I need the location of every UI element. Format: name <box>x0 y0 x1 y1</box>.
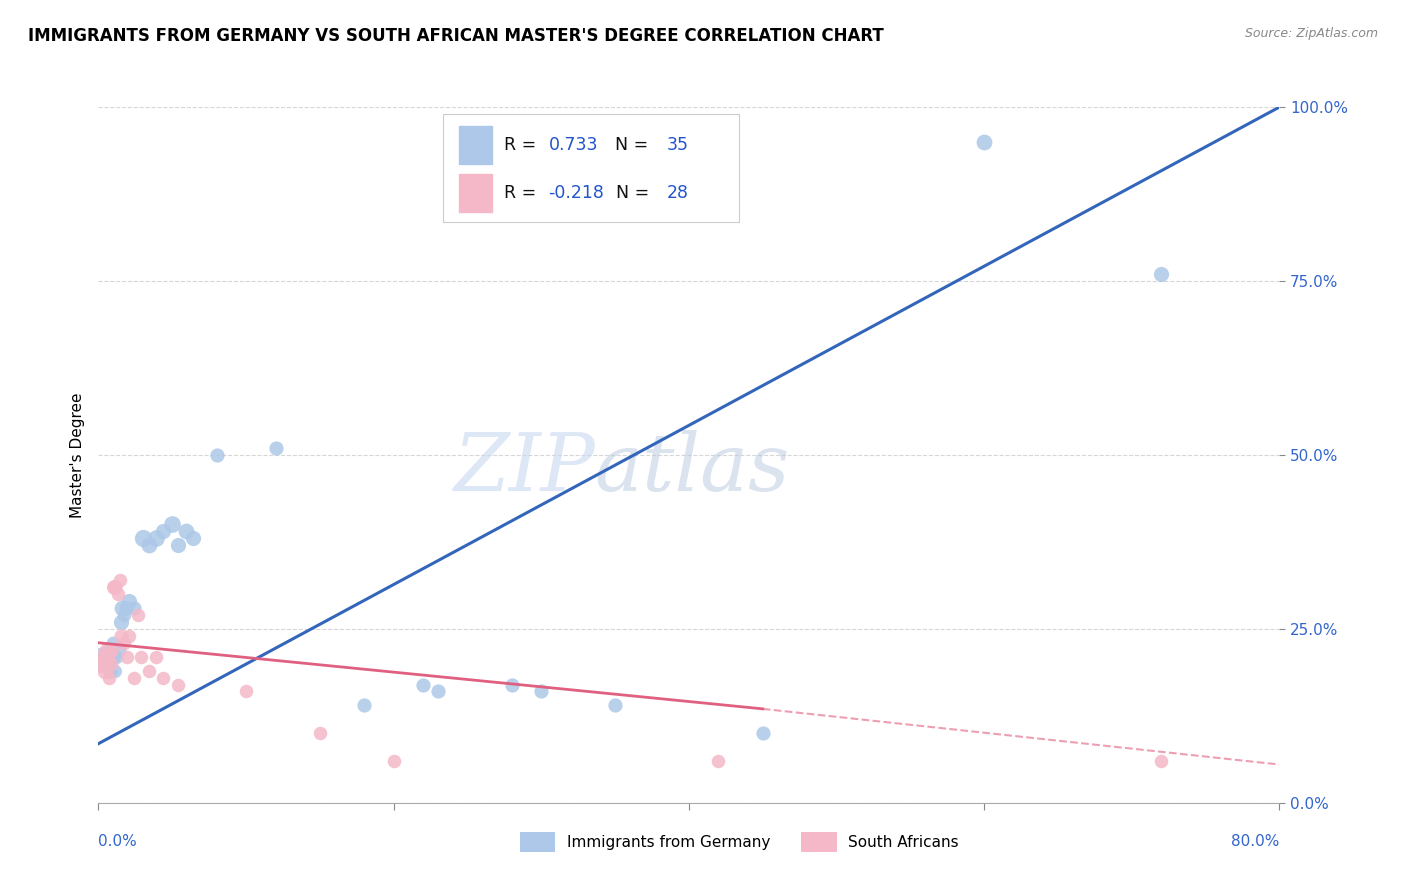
Point <box>427 684 450 698</box>
Point <box>94 657 117 671</box>
Point <box>97 642 120 657</box>
Point <box>98 671 121 685</box>
Text: ZIP: ZIP <box>453 430 595 508</box>
Text: atlas: atlas <box>595 430 790 508</box>
Point <box>707 754 730 768</box>
Point <box>127 607 149 622</box>
Text: Immigrants from Germany: Immigrants from Germany <box>567 835 770 849</box>
Text: N =: N = <box>605 136 654 154</box>
Point <box>112 636 135 650</box>
Text: R =: R = <box>503 136 541 154</box>
Point <box>122 671 145 685</box>
Point <box>93 649 115 664</box>
Point <box>412 677 434 691</box>
Point <box>115 601 138 615</box>
Point <box>152 524 174 539</box>
Point <box>145 649 167 664</box>
Point <box>751 726 773 740</box>
Point <box>122 601 145 615</box>
Text: Source: ZipAtlas.com: Source: ZipAtlas.com <box>1244 27 1378 40</box>
Point <box>107 587 129 601</box>
Point <box>98 664 121 678</box>
FancyBboxPatch shape <box>443 114 738 222</box>
Point <box>96 649 118 664</box>
Point <box>152 671 174 685</box>
Point <box>382 754 405 768</box>
Point <box>1150 754 1173 768</box>
Point <box>138 538 160 552</box>
Point <box>105 649 128 664</box>
Point <box>353 698 375 713</box>
Text: IMMIGRANTS FROM GERMANY VS SOUTH AFRICAN MASTER'S DEGREE CORRELATION CHART: IMMIGRANTS FROM GERMANY VS SOUTH AFRICAN… <box>28 27 884 45</box>
Point <box>205 448 228 462</box>
Point <box>162 517 183 532</box>
Point <box>108 642 131 657</box>
Point <box>235 684 257 698</box>
Point <box>115 649 138 664</box>
Point <box>132 532 155 546</box>
Point <box>181 532 204 546</box>
Point <box>174 524 197 539</box>
Text: -0.218: -0.218 <box>548 184 605 202</box>
Point <box>129 649 152 664</box>
Point <box>138 664 160 678</box>
Point <box>167 538 190 552</box>
Bar <box>458 126 492 164</box>
Point <box>145 532 167 546</box>
Text: R =: R = <box>503 184 541 202</box>
Point <box>118 594 141 608</box>
Point <box>103 636 125 650</box>
Point <box>1150 267 1173 281</box>
Text: South Africans: South Africans <box>848 835 959 849</box>
Point <box>97 649 120 664</box>
Bar <box>458 174 492 212</box>
Y-axis label: Master's Degree: Master's Degree <box>69 392 84 517</box>
Point <box>118 629 141 643</box>
Point <box>100 657 122 671</box>
Point <box>100 649 122 664</box>
Point <box>104 664 127 678</box>
Point <box>104 580 127 594</box>
Point <box>96 642 118 657</box>
Text: 0.733: 0.733 <box>548 136 598 154</box>
Point <box>101 642 124 657</box>
Point <box>110 629 132 643</box>
Point <box>264 441 287 455</box>
Point <box>112 607 135 622</box>
Point <box>167 677 190 691</box>
Point <box>605 698 627 713</box>
Text: 80.0%: 80.0% <box>1232 834 1279 849</box>
Text: 28: 28 <box>666 184 689 202</box>
Point <box>108 573 131 587</box>
Point <box>973 135 995 149</box>
Text: 0.0%: 0.0% <box>98 834 138 849</box>
Point <box>91 657 114 671</box>
Point <box>309 726 332 740</box>
Point <box>94 664 117 678</box>
Point <box>110 615 132 629</box>
Point <box>103 580 125 594</box>
Point <box>111 601 134 615</box>
Point <box>530 684 553 698</box>
Text: 35: 35 <box>666 136 689 154</box>
Text: N =: N = <box>616 184 654 202</box>
Point <box>91 649 114 664</box>
Point <box>501 677 523 691</box>
